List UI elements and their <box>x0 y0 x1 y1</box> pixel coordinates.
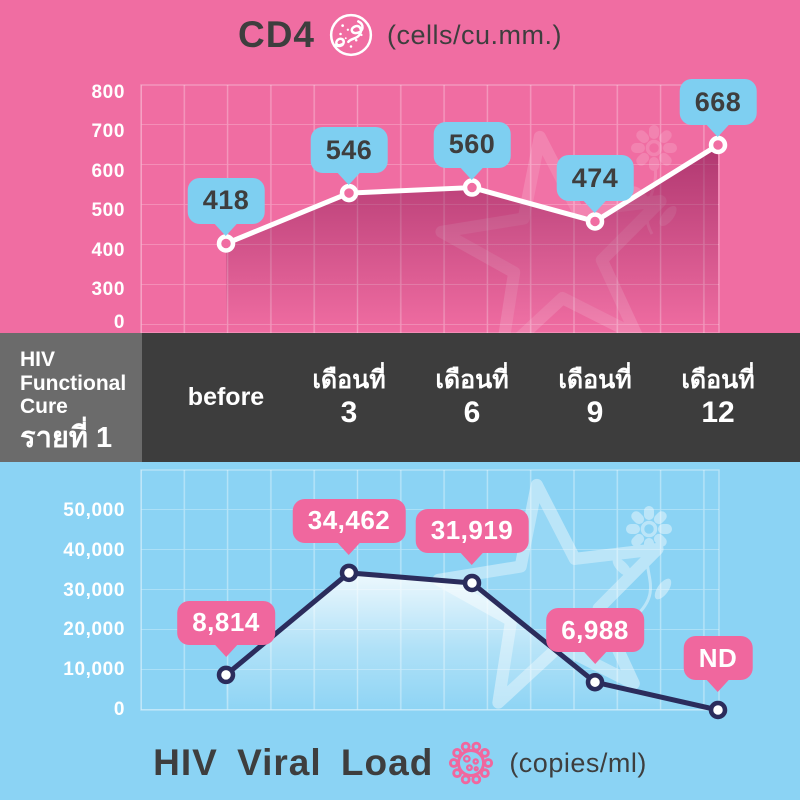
data-point-marker <box>585 672 605 692</box>
y-axis-tick-label: 50,000 <box>63 500 125 521</box>
y-axis-tick-label: 300 <box>91 279 125 300</box>
data-label-bubble: 668 <box>679 79 757 125</box>
data-label-bubble: 474 <box>556 155 634 202</box>
cd4-chart-canvas <box>140 84 728 333</box>
timeline-label-line1: เดือนที่ <box>312 365 386 394</box>
case-box-line: Functional <box>20 371 127 395</box>
y-axis-tick-label: 700 <box>91 121 125 143</box>
data-point-marker <box>339 563 359 583</box>
y-axis-tick-label: 400 <box>91 239 125 261</box>
viral-load-title: HIV Viral Load <box>153 742 434 783</box>
data-label-bubble: 418 <box>187 177 265 224</box>
cd4-chart-section: CD4 (cells/cu.mm.) 800 700 600 500 400 300 0 41… <box>0 0 800 333</box>
data-point-marker <box>462 573 482 593</box>
cd4-area-fill <box>226 145 718 333</box>
data-label-bubble: 34,462 <box>292 498 406 543</box>
data-point-marker <box>462 178 482 197</box>
viral-load-line-series <box>216 563 728 720</box>
data-point-marker <box>708 700 728 720</box>
data-label-bubble: 8,814 <box>177 600 275 645</box>
data-label-bubble: 31,919 <box>415 508 529 553</box>
timeline-column-label: เดือนที่ 12 <box>681 333 754 462</box>
timeline-column-label: เดือนที่ 9 <box>558 333 631 462</box>
case-number: รายที่ 1 <box>20 421 113 454</box>
cd4-line-series <box>216 135 728 333</box>
case-box: HIV Functional Cure รายที่ 1 <box>0 333 142 462</box>
cd4-title-row: CD4 (cells/cu.mm.) <box>0 6 800 64</box>
timeline-label-line1: เดือนที่ <box>558 365 632 394</box>
data-point-marker <box>339 183 359 203</box>
data-label-bubble: 6,988 <box>546 608 644 653</box>
data-point-marker <box>216 665 236 685</box>
data-point-marker <box>216 234 236 253</box>
case-box-line: Cure <box>20 395 68 419</box>
y-axis-tick-label: 800 <box>91 82 125 103</box>
timeline-label-line2: 12 <box>701 395 735 429</box>
y-axis-tick-label: 0 <box>113 312 125 333</box>
y-axis-tick-label: 40,000 <box>63 539 125 561</box>
timeline-label-line2: 3 <box>340 395 358 429</box>
data-point-marker <box>708 135 728 155</box>
timeline-column-label: before <box>188 333 264 462</box>
timeline-column-label: เดือนที่ 6 <box>435 333 508 462</box>
timeline-column-label: เดือนที่ 3 <box>312 333 385 462</box>
viral-load-area-fill <box>226 572 718 710</box>
viral-load-chart-section: HIV Viral Load (copies/ml) 50,000 40,000 3… <box>0 462 800 800</box>
timeline-label-line1: เดือนที่ <box>681 365 755 394</box>
data-label-bubble: 546 <box>310 127 388 174</box>
timeline-band: HIV Functional Cure รายที่ 1 before เดือน… <box>0 333 800 462</box>
data-label-bubble: ND <box>683 636 753 680</box>
cd4-cell-icon <box>329 13 373 57</box>
cd4-title: CD4 <box>237 14 316 55</box>
case-box-line: HIV <box>20 348 56 371</box>
timeline-label-line2: 9 <box>586 395 604 429</box>
timeline-label-line1: เดือนที่ <box>435 365 509 394</box>
y-axis-tick-label: 500 <box>91 200 125 222</box>
data-point-marker <box>585 212 605 231</box>
viral-load-title-row: HIV Viral Load (copies/ml) <box>0 730 800 796</box>
timeline-label-line1: before <box>187 382 265 411</box>
viral-load-unit-label: (copies/ml) <box>509 747 647 778</box>
y-axis-tick-label: 10,000 <box>63 659 125 681</box>
data-label-bubble: 560 <box>433 121 511 168</box>
virus-icon <box>449 741 494 785</box>
timeline-label-line2: 6 <box>463 395 481 429</box>
y-axis-tick-label: 30,000 <box>63 579 125 601</box>
y-axis-tick-label: 0 <box>113 699 125 720</box>
y-axis-tick-label: 20,000 <box>63 619 125 641</box>
cd4-unit-label: (cells/cu.mm.) <box>387 19 563 50</box>
y-axis-tick-label: 600 <box>91 160 125 182</box>
